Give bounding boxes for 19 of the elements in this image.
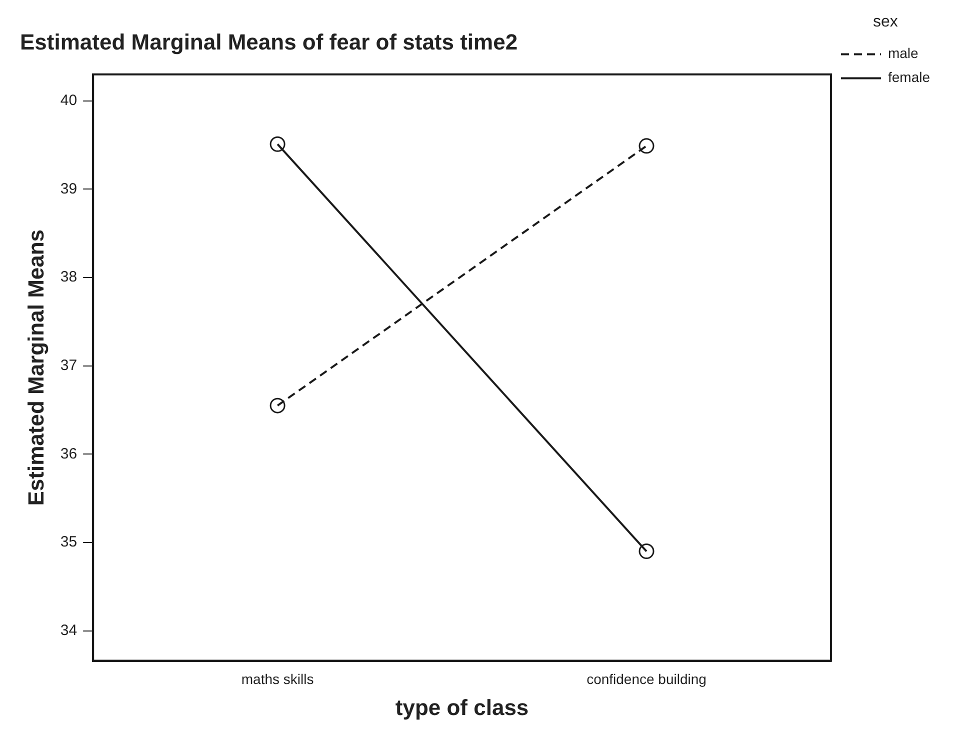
legend-label: male xyxy=(888,45,919,62)
x-tick-label: maths skills xyxy=(241,671,314,688)
y-tick-label: 39 xyxy=(60,180,78,198)
y-tick-label: 35 xyxy=(60,534,78,551)
y-axis-title: Estimated Marginal Means xyxy=(23,229,48,506)
legend-label: female xyxy=(888,69,930,86)
point xyxy=(270,136,286,152)
y-tick-label: 34 xyxy=(60,622,78,639)
point xyxy=(638,544,654,560)
point xyxy=(270,398,286,414)
y-tick-label: 37 xyxy=(60,356,78,374)
y-tick-label: 38 xyxy=(60,268,78,286)
y-tick-label: 40 xyxy=(60,92,78,110)
point xyxy=(638,138,654,154)
y-tick-label: 36 xyxy=(60,445,78,462)
x-axis-title: type of class xyxy=(395,694,529,720)
legend-title: sex xyxy=(873,13,898,30)
chart-title: Estimated Marginal Means of fear of stats time2 xyxy=(20,29,518,54)
x-tick-label: confidence building xyxy=(586,671,706,688)
